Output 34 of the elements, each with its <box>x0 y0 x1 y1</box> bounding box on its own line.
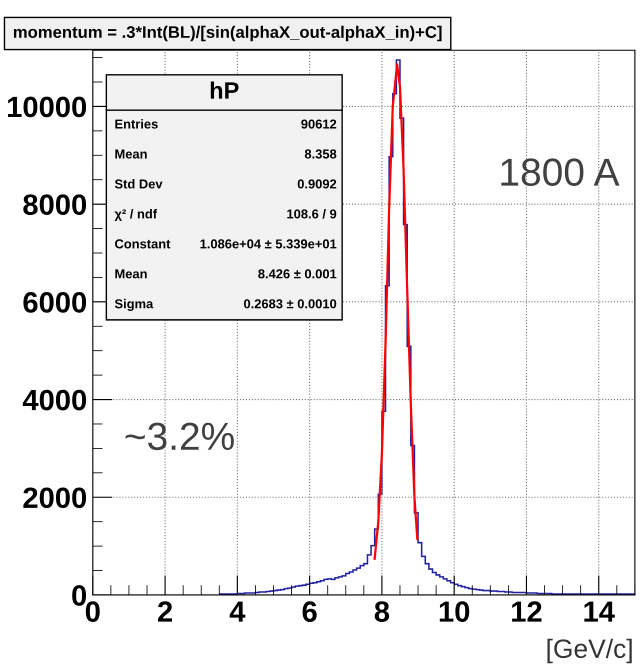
annotation: 90612 <box>301 119 336 129</box>
x-tick-label: 10 <box>440 601 470 622</box>
line-series <box>374 63 418 560</box>
annotation: χ² / ndf <box>114 209 158 222</box>
y-tick-label: 0 <box>72 585 86 606</box>
x-tick-label: 14 <box>584 602 615 622</box>
annotation: 108.6 / 9 <box>287 209 336 219</box>
x-tick-label: 4 <box>230 602 246 622</box>
x-tick-label: 2 <box>158 601 172 622</box>
chart-title: momentum = .3*Int(BL)/[sin(alphaX_out-alphaX_in)+C] <box>14 26 442 42</box>
annotation: 8.358 <box>304 149 336 159</box>
annotation: ~3.2% <box>126 422 234 450</box>
y-tick-label: 6000 <box>23 292 86 313</box>
x-tick-label: 0 <box>86 601 100 622</box>
annotation: 8.426 ± 0.001 <box>258 269 336 278</box>
x-axis-title: [GeV/c] <box>547 638 632 664</box>
annotation: Mean <box>115 269 147 278</box>
annotation: 1.086e+04 ± 5.339e+01 <box>200 239 336 248</box>
y-tick-label: 2000 <box>23 487 86 508</box>
annotation: hP <box>210 81 239 99</box>
annotation: Sigma <box>114 298 154 311</box>
y-tick-label: 4000 <box>22 390 86 410</box>
annotation: 0.9092 <box>298 179 336 189</box>
annotation: Entries <box>115 119 158 129</box>
x-tick-label: 6 <box>302 601 317 622</box>
annotation: Constant <box>115 239 170 248</box>
y-tick-label: 10000 <box>8 96 86 118</box>
y-tick-label: 8000 <box>23 194 86 215</box>
annotation: Std Dev <box>114 179 163 189</box>
x-tick-label: 8 <box>374 601 390 622</box>
annotation: 1800 A <box>501 158 620 186</box>
annotation: 0.2683 ± 0.0010 <box>244 299 336 308</box>
annotation: Mean <box>115 150 147 159</box>
x-tick-label: 12 <box>512 601 542 622</box>
